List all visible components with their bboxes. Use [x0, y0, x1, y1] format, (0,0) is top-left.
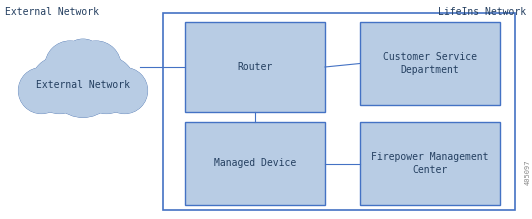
Bar — [163, 13, 515, 210]
Text: Customer Service
Department: Customer Service Department — [383, 52, 477, 75]
Bar — [185, 22, 325, 112]
Circle shape — [31, 57, 88, 113]
Text: External Network: External Network — [36, 80, 130, 90]
Circle shape — [102, 68, 147, 113]
Text: 405097: 405097 — [525, 159, 531, 185]
Circle shape — [78, 57, 135, 113]
Circle shape — [49, 49, 117, 117]
Circle shape — [19, 68, 64, 113]
Circle shape — [31, 57, 88, 113]
Circle shape — [72, 42, 120, 90]
Circle shape — [45, 41, 95, 91]
Circle shape — [71, 41, 121, 91]
Bar — [185, 122, 325, 205]
Text: LifeIns Network: LifeIns Network — [438, 7, 526, 17]
Bar — [360, 122, 500, 205]
Circle shape — [102, 68, 147, 113]
Text: Firepower Management
Center: Firepower Management Center — [371, 152, 489, 175]
Circle shape — [62, 39, 104, 81]
Text: External Network: External Network — [5, 7, 99, 17]
Circle shape — [49, 49, 117, 117]
Circle shape — [46, 42, 94, 90]
Circle shape — [78, 57, 135, 113]
Bar — [360, 22, 500, 105]
Circle shape — [19, 68, 64, 113]
Text: Router: Router — [237, 62, 272, 72]
Text: Managed Device: Managed Device — [214, 159, 296, 168]
Circle shape — [62, 40, 104, 81]
